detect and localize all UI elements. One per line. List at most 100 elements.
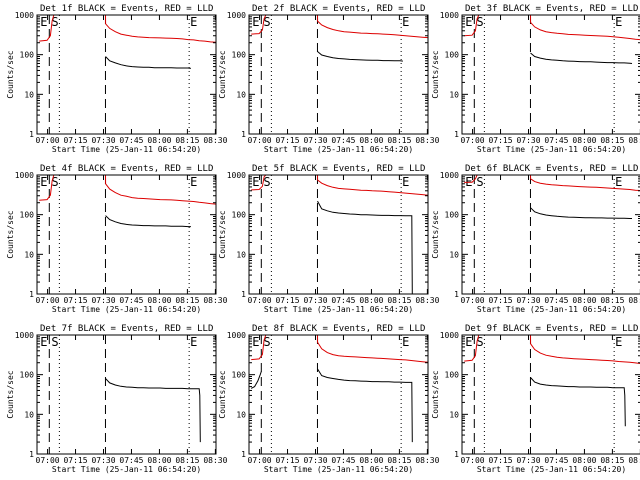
x-tick-label: 07:45	[331, 296, 355, 305]
y-tick-label: 10	[449, 250, 459, 259]
x-tick-label: 07:30	[91, 136, 115, 145]
x-tick-label: 08:00	[359, 296, 383, 305]
plot-frame	[36, 174, 217, 295]
marker-label: E	[465, 15, 472, 29]
x-tick-label: 07:30	[303, 136, 327, 145]
events-series-line	[530, 207, 632, 219]
marker-label: E	[252, 175, 259, 189]
x-tick-label: 07:00	[36, 136, 60, 145]
x-axis-label: Start Time (25-Jan-11 06:54:20)	[264, 465, 413, 474]
marker-label: S	[263, 335, 270, 349]
x-tick-label: 08:15	[387, 136, 411, 145]
x-tick-label: 08:00	[359, 136, 383, 145]
x-tick-label: 08:15	[175, 456, 199, 465]
events-series-line	[105, 215, 191, 228]
plot-frame	[248, 174, 429, 295]
marker-label: E	[252, 15, 259, 29]
x-tick-label: 07:45	[119, 296, 143, 305]
y-tick-label: 10	[449, 410, 459, 419]
x-tick-label: 08:15	[387, 456, 411, 465]
x-axis-label: Start Time (25-Jan-11 06:54:20)	[52, 465, 201, 474]
marker-label: E	[252, 335, 259, 349]
x-tick-label: 07:45	[544, 456, 568, 465]
x-tick-label: 08:00	[147, 136, 171, 145]
y-axis-label: Counts/sec	[6, 210, 15, 258]
x-tick-label: 08:15	[387, 296, 411, 305]
y-tick-label: 1000	[15, 331, 34, 340]
x-tick-label: 08:15	[600, 296, 624, 305]
x-tick-label: 07:15	[488, 296, 512, 305]
y-tick-label: 10	[236, 410, 246, 419]
marker-label: E	[402, 175, 409, 189]
lld-series-line	[464, 14, 640, 41]
y-tick-label: 1000	[227, 171, 246, 180]
x-tick-label: 07:15	[275, 136, 299, 145]
panel-title: Det 9f BLACK = Events, RED = LLD	[465, 324, 638, 334]
x-tick-label: 07:45	[544, 136, 568, 145]
x-axis-label: Start Time (25-Jan-11 06:54:20)	[477, 305, 626, 314]
x-tick-label: 07:30	[516, 136, 540, 145]
x-tick-label: 07:00	[461, 136, 485, 145]
x-tick-label: 08:30	[203, 136, 227, 145]
x-tick-label: 07:00	[461, 456, 485, 465]
y-tick-label: 100	[232, 371, 247, 380]
panel-title: Det 3f BLACK = Events, RED = LLD	[465, 4, 638, 14]
x-tick-label: 07:45	[119, 456, 143, 465]
x-tick-label: 07:45	[544, 296, 568, 305]
y-tick-label: 1	[241, 130, 246, 139]
x-tick-label: 08:00	[359, 456, 383, 465]
x-tick-label: 08:00	[572, 136, 596, 145]
y-axis-label: Counts/sec	[6, 370, 15, 418]
events-series-line	[317, 51, 403, 62]
marker-label: S	[476, 175, 483, 189]
y-tick-label: 1	[454, 130, 459, 139]
x-axis-label: Start Time (25-Jan-11 06:54:20)	[52, 145, 201, 154]
x-tick-label: 07:45	[331, 136, 355, 145]
x-tick-label: 07:00	[248, 296, 272, 305]
lld-series-line	[464, 174, 640, 192]
x-tick-label: 07:15	[488, 136, 512, 145]
lld-series-line	[464, 334, 640, 364]
plot-frame	[248, 14, 429, 135]
x-tick-label: 07:30	[91, 296, 115, 305]
y-tick-label: 1000	[227, 11, 246, 20]
x-tick-label: 08:15	[175, 136, 199, 145]
marker-label: E	[615, 175, 622, 189]
marker-label: S	[51, 175, 58, 189]
y-axis-label: Counts/sec	[431, 50, 440, 98]
y-tick-label: 10	[236, 90, 246, 99]
x-tick-label: 08:15	[600, 456, 624, 465]
y-tick-label: 1000	[440, 11, 459, 20]
x-tick-label: 07:30	[516, 456, 540, 465]
marker-label: E	[40, 15, 47, 29]
x-tick-label: 07:00	[248, 136, 272, 145]
x-tick-label: 08:30	[628, 456, 640, 465]
x-tick-label: 08:30	[203, 296, 227, 305]
marker-label: E	[190, 335, 197, 349]
y-tick-label: 100	[20, 51, 35, 60]
y-tick-label: 1000	[15, 171, 34, 180]
y-axis-label: Counts/sec	[6, 50, 15, 98]
marker-label: S	[263, 175, 270, 189]
events-series-line	[317, 368, 413, 443]
marker-label: E	[402, 15, 409, 29]
panel-title: Det 6f BLACK = Events, RED = LLD	[465, 164, 638, 174]
x-axis-label: Start Time (25-Jan-11 06:54:20)	[477, 465, 626, 474]
events-series-line	[530, 377, 626, 427]
marker-label: S	[476, 335, 483, 349]
x-tick-label: 08:00	[572, 456, 596, 465]
x-tick-label: 07:00	[36, 296, 60, 305]
events-series-line	[105, 56, 191, 69]
y-tick-label: 100	[20, 211, 35, 220]
y-tick-label: 1	[454, 290, 459, 299]
y-tick-label: 1000	[440, 171, 459, 180]
y-tick-label: 10	[449, 90, 459, 99]
y-tick-label: 10	[24, 410, 34, 419]
panel-title: Det 2f BLACK = Events, RED = LLD	[252, 4, 425, 14]
y-tick-label: 1	[29, 130, 34, 139]
x-tick-label: 08:30	[415, 136, 439, 145]
